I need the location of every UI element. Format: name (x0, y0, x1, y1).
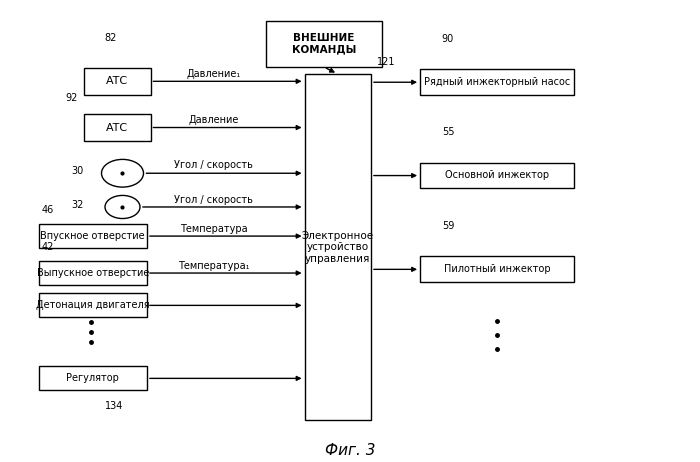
Bar (38, 366, 147, 390)
Bar (266, 21, 382, 67)
Text: 59: 59 (442, 221, 454, 231)
Text: Электронное
устройство
управления: Электронное устройство управления (302, 231, 374, 264)
Text: 32: 32 (71, 200, 84, 210)
Text: 92: 92 (66, 92, 78, 103)
Text: АТС: АТС (106, 76, 128, 86)
Text: Давление: Давление (188, 115, 239, 125)
Bar (84, 68, 150, 95)
Bar (420, 69, 574, 95)
Text: Температура: Температура (180, 224, 247, 234)
Text: Выпускное отверстие: Выпускное отверстие (36, 268, 149, 278)
Text: Впускное отверстие: Впускное отверстие (41, 231, 145, 241)
Text: Регулятор: Регулятор (66, 373, 119, 383)
Text: Детонация двигателя: Детонация двигателя (36, 300, 150, 310)
Text: Пилотный инжектор: Пилотный инжектор (444, 264, 550, 274)
Text: 134: 134 (104, 401, 123, 411)
Text: Фиг. 3: Фиг. 3 (325, 443, 375, 458)
Text: 42: 42 (41, 242, 53, 252)
Bar (420, 256, 574, 282)
Text: ВНЕШНИЕ
КОМАНДЫ: ВНЕШНИЕ КОМАНДЫ (292, 33, 356, 55)
Text: 121: 121 (377, 57, 395, 67)
Circle shape (102, 159, 144, 187)
Text: Рядный инжекторный насос: Рядный инжекторный насос (424, 77, 570, 87)
Text: Температура₁: Температура₁ (178, 261, 249, 271)
Bar (304, 74, 371, 420)
Text: Угол / скорость: Угол / скорость (174, 195, 253, 205)
Text: 82: 82 (104, 32, 116, 43)
Text: Давление₁: Давление₁ (186, 69, 241, 79)
Bar (38, 224, 147, 248)
Text: 55: 55 (442, 127, 454, 137)
Bar (38, 293, 147, 317)
Bar (84, 114, 150, 141)
Circle shape (105, 195, 140, 219)
Text: Основной инжектор: Основной инжектор (445, 170, 549, 180)
Text: Угол / скорость: Угол / скорость (174, 160, 253, 170)
Text: 46: 46 (41, 205, 53, 215)
Bar (420, 163, 574, 188)
Text: 30: 30 (71, 166, 84, 176)
Text: АТС: АТС (106, 122, 128, 133)
Bar (38, 261, 147, 285)
Text: 90: 90 (442, 34, 454, 44)
